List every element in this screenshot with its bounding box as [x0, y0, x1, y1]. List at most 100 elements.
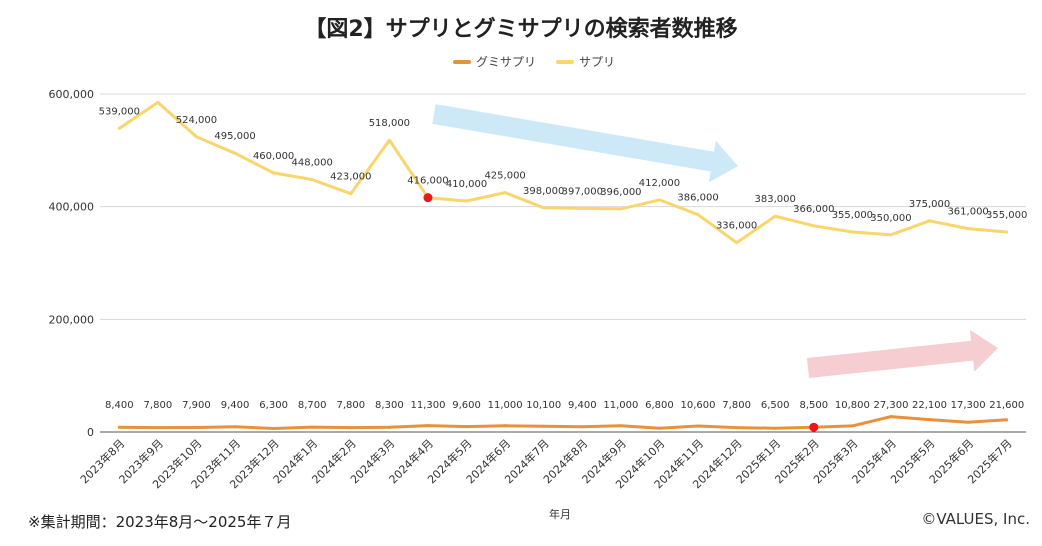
legend-item-2: サプリ: [556, 55, 615, 69]
data-point: [657, 426, 661, 430]
footnote: ※集計期間：2023年8月～2025年７月: [28, 513, 291, 531]
copyright: ©VALUES, Inc.: [921, 510, 1030, 528]
trend-arrow-up: [806, 329, 998, 378]
data-label: 448,000: [292, 158, 333, 169]
series-line: [119, 415, 1007, 430]
data-label: 11,000: [603, 400, 638, 411]
data-point: [928, 418, 932, 422]
data-point: [465, 199, 469, 203]
data-label: 375,000: [909, 199, 950, 210]
data-point: [773, 426, 777, 430]
data-point: [503, 191, 507, 195]
y-tick-label: 200,000: [49, 313, 95, 326]
x-axis-title: 年月: [549, 507, 571, 521]
data-point: [1005, 230, 1009, 234]
data-label: 9,400: [568, 400, 597, 411]
data-point: [696, 213, 700, 217]
data-label: 10,800: [835, 400, 870, 411]
data-label: 21,600: [989, 400, 1024, 411]
data-point: [310, 178, 314, 182]
data-label: 539,000: [99, 106, 140, 117]
y-tick-label: 600,000: [49, 88, 95, 101]
data-label: 416,000: [407, 176, 448, 187]
data-label: 397,000: [562, 186, 603, 197]
data-point: [889, 233, 893, 237]
trend-arrow-down: [432, 104, 738, 183]
data-label: 6,500: [761, 400, 790, 411]
data-point: [735, 241, 739, 245]
data-label: 9,600: [452, 400, 481, 411]
data-point: [272, 426, 276, 430]
data-point: [349, 426, 353, 430]
data-point: [696, 424, 700, 428]
trend-annotations: [432, 104, 998, 378]
data-point: [812, 224, 816, 228]
data-point: [233, 151, 237, 155]
legend-label: グミサプリ: [476, 55, 536, 69]
data-point: [657, 198, 661, 202]
data-point: [966, 227, 970, 231]
data-label: 7,900: [182, 400, 211, 411]
data-label: 398,000: [523, 186, 564, 197]
data-point: [619, 207, 623, 211]
data-point: [117, 425, 121, 429]
data-label: 9,400: [221, 400, 250, 411]
data-point: [194, 426, 198, 430]
chart-title: 【図2】サプリとグミサプリの検索者数推移: [304, 16, 737, 42]
data-point: [619, 424, 623, 428]
data-label: 7,800: [144, 400, 173, 411]
data-label: 518,000: [369, 118, 410, 129]
series-line: [118, 100, 1007, 245]
data-label: 22,100: [912, 400, 947, 411]
data-point: [387, 425, 391, 429]
series-group: 8,400 7,800 7,900 9,400 6,300 8,700 7,800 8,300…: [99, 100, 1027, 432]
data-point: [889, 415, 893, 419]
data-label: 7,800: [336, 400, 365, 411]
data-label: 6,300: [259, 400, 288, 411]
data-point: [465, 425, 469, 429]
data-point: [233, 425, 237, 429]
data-point: [387, 138, 391, 142]
data-label: 355,000: [832, 210, 873, 221]
data-point: [1005, 418, 1009, 422]
data-label: 6,800: [645, 400, 674, 411]
series-1: 8,400 7,800 7,900 9,400 6,300 8,700 7,800 8,300…: [105, 400, 1024, 432]
data-label: 410,000: [446, 179, 487, 190]
data-label: 495,000: [214, 131, 255, 142]
data-label: 460,000: [253, 151, 294, 162]
data-label: 8,500: [799, 400, 828, 411]
data-label: 383,000: [755, 194, 796, 205]
grid: 0 200,000 400,000 600,000: [49, 88, 1026, 439]
data-point: [850, 424, 854, 428]
data-label: 350,000: [870, 213, 911, 224]
data-label: 8,300: [375, 400, 404, 411]
data-point: [156, 426, 160, 430]
data-label: 425,000: [484, 171, 525, 182]
data-point: [194, 135, 198, 139]
data-point: [966, 420, 970, 424]
data-point: [580, 425, 584, 429]
data-label: 10,600: [681, 400, 716, 411]
data-point: [156, 100, 160, 104]
data-point: [503, 424, 507, 428]
data-label: 17,300: [951, 400, 986, 411]
data-point: [928, 219, 932, 223]
data-label: 11,300: [410, 400, 445, 411]
legend: グミサプリ サプリ: [453, 55, 615, 69]
y-tick-label: 0: [87, 426, 94, 439]
data-label: 396,000: [600, 187, 641, 198]
data-point: [542, 206, 546, 210]
data-point: [850, 230, 854, 234]
data-label: 11,000: [488, 400, 523, 411]
data-label: 386,000: [677, 193, 718, 204]
data-label: 8,700: [298, 400, 327, 411]
data-label: 355,000: [986, 210, 1027, 221]
data-label: 10,100: [526, 400, 561, 411]
data-label: 423,000: [330, 172, 371, 183]
y-tick-label: 400,000: [49, 201, 95, 214]
data-point: [310, 425, 314, 429]
data-label: 27,300: [873, 400, 908, 411]
data-point: [773, 214, 777, 218]
data-label: 412,000: [639, 178, 680, 189]
